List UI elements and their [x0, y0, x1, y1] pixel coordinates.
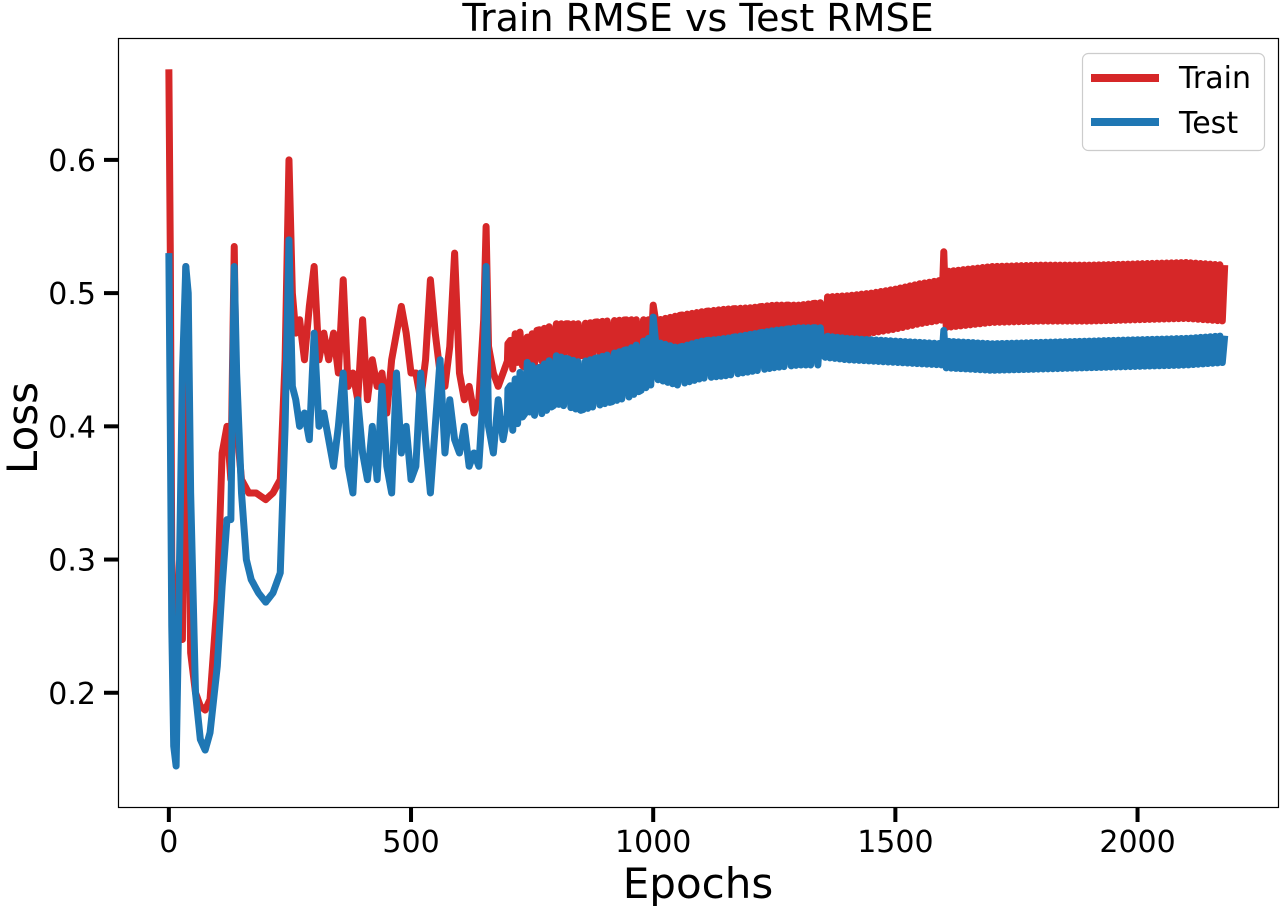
series-layer [165, 69, 1229, 770]
legend-label-train: Train [1178, 61, 1251, 96]
y-tick-label: 0.4 [48, 410, 96, 445]
plot-frame [117, 37, 1280, 809]
x-axis-label: Epochs [623, 859, 774, 906]
legend: Train Test [1081, 52, 1266, 152]
series-line-test [165, 236, 1229, 770]
x-tick-label: 500 [382, 825, 439, 860]
y-tick-label: 0.5 [48, 277, 96, 312]
y-tick-label: 0.2 [48, 677, 96, 712]
chart-title: Train RMSE vs Test RMSE [461, 0, 933, 40]
y-axis-ticks: 0.2 0.3 0.4 0.5 0.6 [48, 144, 118, 712]
x-tick-label: 1500 [857, 825, 933, 860]
x-axis-ticks: 0 500 1000 1500 2000 [159, 808, 1176, 860]
series-line-train [165, 69, 1229, 714]
x-tick-label: 0 [159, 825, 178, 860]
y-tick-label: 0.3 [48, 544, 96, 579]
legend-label-test: Test [1178, 106, 1238, 141]
y-tick-label: 0.6 [48, 144, 96, 179]
x-tick-label: 1000 [615, 825, 691, 860]
y-axis-label: Loss [0, 382, 47, 474]
x-tick-label: 2000 [1099, 825, 1175, 860]
